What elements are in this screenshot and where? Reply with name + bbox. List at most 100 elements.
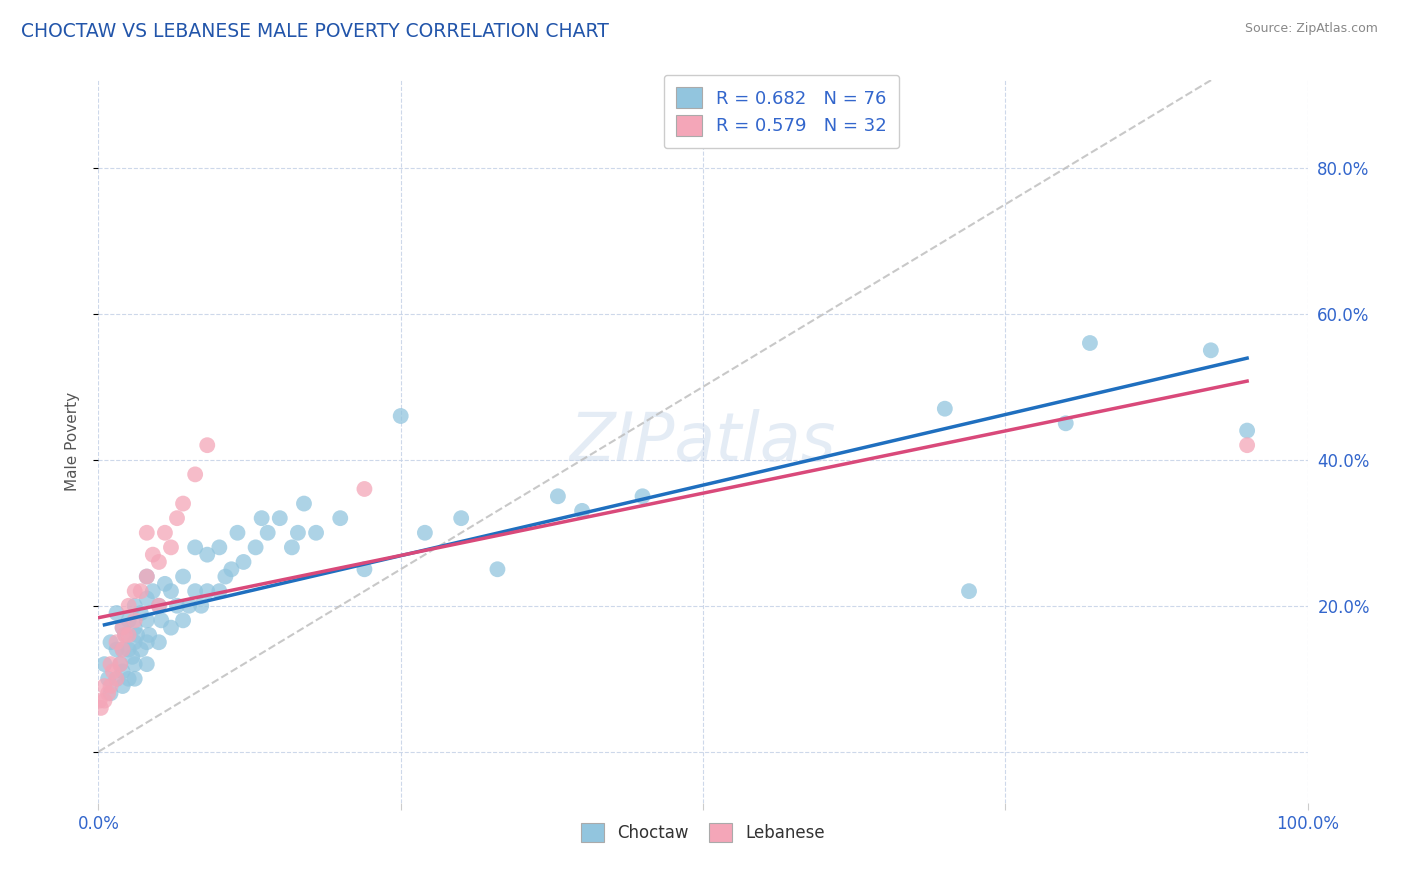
Point xyxy=(111,642,134,657)
Text: ZIPatlas: ZIPatlas xyxy=(569,409,837,475)
Point xyxy=(111,642,134,657)
Point xyxy=(292,497,315,511)
Point xyxy=(153,577,176,591)
Point xyxy=(142,548,165,562)
Point xyxy=(232,555,254,569)
Point xyxy=(631,489,654,503)
Point xyxy=(97,672,120,686)
Point xyxy=(93,657,115,672)
Point xyxy=(135,635,157,649)
Point xyxy=(135,569,157,583)
Text: Source: ZipAtlas.com: Source: ZipAtlas.com xyxy=(1244,22,1378,36)
Y-axis label: Male Poverty: Male Poverty xyxy=(65,392,80,491)
Point xyxy=(90,701,112,715)
Point xyxy=(114,628,136,642)
Point xyxy=(150,613,173,627)
Point xyxy=(287,525,309,540)
Point xyxy=(160,541,183,555)
Point xyxy=(121,649,143,664)
Point xyxy=(124,657,146,672)
Point xyxy=(118,672,141,686)
Point xyxy=(547,489,569,503)
Point xyxy=(166,511,188,525)
Point xyxy=(124,584,146,599)
Point xyxy=(195,438,218,452)
Point xyxy=(124,599,146,613)
Point xyxy=(124,635,146,649)
Point xyxy=(105,642,128,657)
Point xyxy=(269,511,291,525)
Point xyxy=(135,525,157,540)
Point xyxy=(250,511,273,525)
Point xyxy=(571,504,593,518)
Point xyxy=(184,467,207,482)
Point xyxy=(105,672,128,686)
Point xyxy=(135,569,157,583)
Point xyxy=(486,562,509,576)
Point xyxy=(190,599,212,613)
Point xyxy=(1054,417,1077,431)
Point xyxy=(111,621,134,635)
Point xyxy=(160,621,183,635)
Point xyxy=(111,621,134,635)
Point xyxy=(179,599,201,613)
Point xyxy=(127,628,149,642)
Point xyxy=(100,635,122,649)
Point xyxy=(413,525,436,540)
Point xyxy=(1199,343,1222,358)
Point xyxy=(93,693,115,707)
Point xyxy=(184,541,207,555)
Point xyxy=(129,642,152,657)
Point xyxy=(148,599,170,613)
Point xyxy=(97,686,120,700)
Point xyxy=(195,548,218,562)
Point xyxy=(153,525,176,540)
Point xyxy=(124,613,146,627)
Point xyxy=(93,679,115,693)
Point xyxy=(124,672,146,686)
Point xyxy=(329,511,352,525)
Point xyxy=(148,555,170,569)
Point xyxy=(195,584,218,599)
Point xyxy=(221,562,243,576)
Point xyxy=(129,584,152,599)
Point xyxy=(353,562,375,576)
Point xyxy=(105,672,128,686)
Point xyxy=(135,613,157,627)
Point xyxy=(184,584,207,599)
Point xyxy=(118,642,141,657)
Point xyxy=(138,628,160,642)
Point xyxy=(148,635,170,649)
Point xyxy=(934,401,956,416)
Point xyxy=(108,657,131,672)
Point xyxy=(1236,438,1258,452)
Point xyxy=(105,606,128,620)
Point xyxy=(124,621,146,635)
Point xyxy=(100,686,122,700)
Point xyxy=(214,569,236,583)
Point xyxy=(172,497,194,511)
Point xyxy=(256,525,278,540)
Point xyxy=(114,628,136,642)
Point xyxy=(160,584,183,599)
Point xyxy=(245,541,267,555)
Point xyxy=(111,665,134,679)
Point xyxy=(957,584,980,599)
Point xyxy=(1236,424,1258,438)
Point xyxy=(100,679,122,693)
Point xyxy=(108,657,131,672)
Legend: Choctaw, Lebanese: Choctaw, Lebanese xyxy=(574,816,832,848)
Point xyxy=(89,693,111,707)
Point xyxy=(148,599,170,613)
Point xyxy=(353,482,375,496)
Point xyxy=(166,599,188,613)
Point xyxy=(172,613,194,627)
Point xyxy=(450,511,472,525)
Point xyxy=(281,541,304,555)
Point xyxy=(118,628,141,642)
Point xyxy=(142,584,165,599)
Point xyxy=(111,679,134,693)
Point xyxy=(1078,336,1101,351)
Point xyxy=(105,635,128,649)
Point xyxy=(389,409,412,423)
